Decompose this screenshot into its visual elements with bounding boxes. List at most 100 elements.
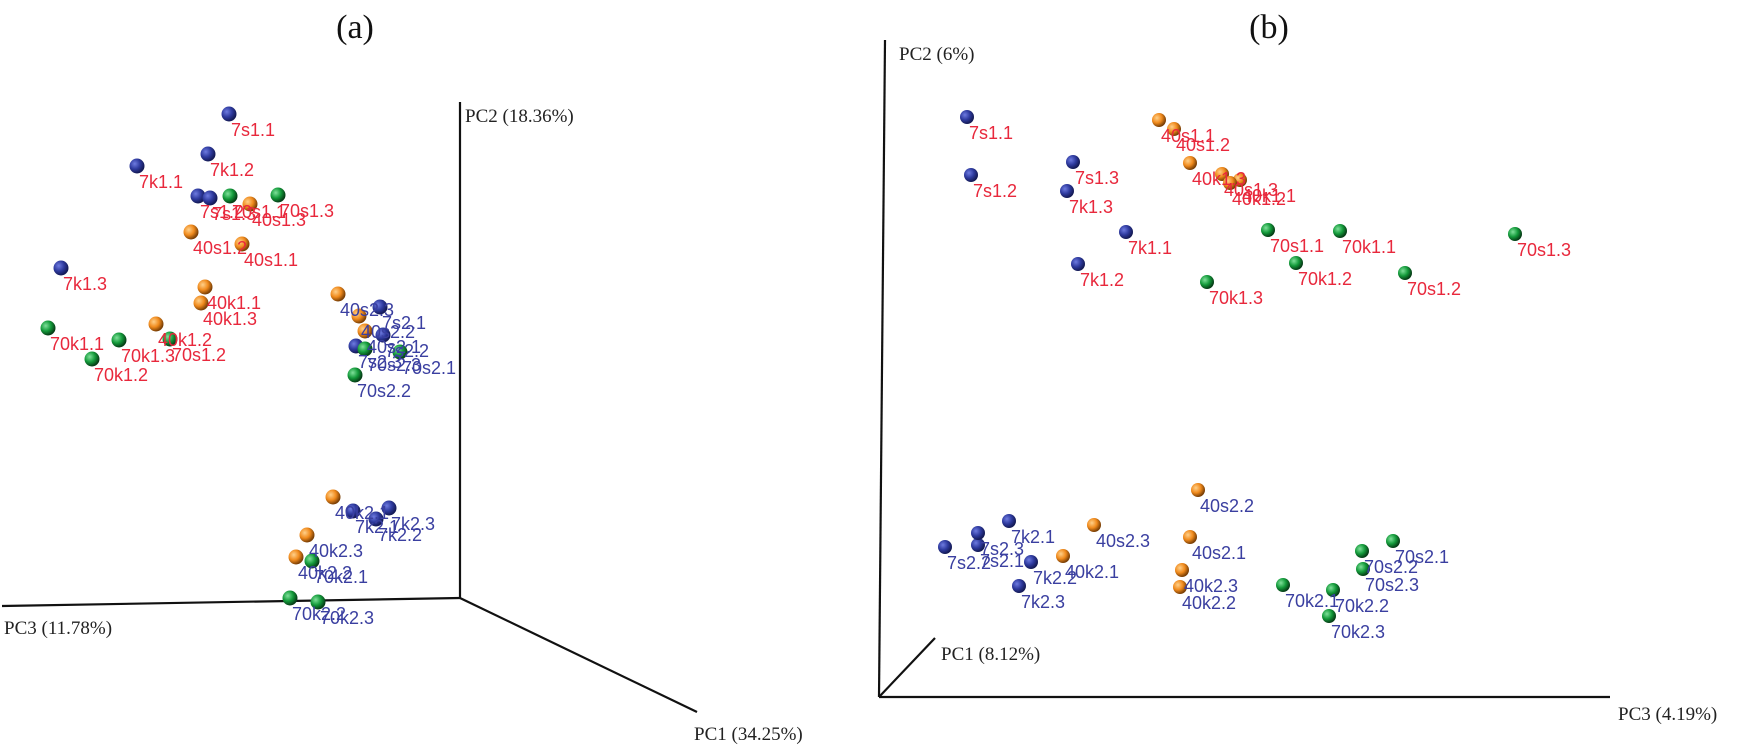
point-label-7k2-1: 7k2.1 — [1011, 527, 1055, 547]
point-marker-70k1-1 — [40, 320, 56, 336]
point-marker-7s2-3 — [971, 526, 985, 540]
point-marker-70k2-1 — [1276, 578, 1290, 592]
point-marker-7k2-1 — [345, 503, 361, 519]
point-marker-70k1-1 — [1333, 224, 1347, 238]
panel-a-points: 7s1.17k1.27k1.17s1.27s1.370s1.140s1.370s… — [40, 106, 456, 628]
point-label-40s2-2: 40s2.2 — [1200, 496, 1254, 516]
point-marker-7k2-1 — [1002, 514, 1016, 528]
point-marker-70s2-2 — [1355, 544, 1369, 558]
point-marker-7k2-3 — [1012, 579, 1026, 593]
point-marker-7s1-1 — [960, 110, 974, 124]
point-label-40s2-2: 40s2.2 — [361, 322, 415, 342]
point-label-7s1-3: 7s1.3 — [1075, 168, 1119, 188]
panel-b-pc1-label: PC1 (8.12%) — [941, 644, 1040, 665]
point-marker-7s1-2 — [964, 168, 978, 182]
point-marker-40s2-3 — [1087, 518, 1101, 532]
point-marker-40s1-2 — [1167, 122, 1181, 136]
point-marker-7s2-1 — [971, 538, 985, 552]
point-label-40k1-2: 40k1.2 — [1232, 189, 1286, 209]
point-marker-40s2-3 — [330, 286, 346, 302]
point-label-40s1-1: 40s1.1 — [1161, 126, 1215, 146]
point-marker-40s1-3 — [1215, 167, 1229, 181]
point-marker-70k1-3 — [111, 332, 127, 348]
point-label-70k1-1: 70k1.1 — [50, 334, 104, 354]
point-label-40k2-2: 40k2.2 — [298, 563, 352, 583]
point-marker-70s1-3 — [270, 187, 286, 203]
panel-a-pc1-label: PC1 (34.25%) — [694, 724, 803, 745]
point-label-70k2-1: 70k2.1 — [1285, 591, 1339, 611]
point-label-7s2-2: 7s2.2 — [385, 341, 429, 361]
point-marker-40s1-3 — [242, 196, 258, 212]
point-marker-40s2-2 — [1191, 483, 1205, 497]
point-label-40k1-1: 40k1.1 — [1242, 186, 1296, 206]
point-marker-70s2-2 — [347, 367, 363, 383]
point-label-70k2-1: 70k2.1 — [314, 567, 368, 587]
point-label-40s2-3: 40s2.3 — [1096, 531, 1150, 551]
point-marker-40s1-1 — [1152, 113, 1166, 127]
point-marker-70s1-1 — [1261, 223, 1275, 237]
point-label-70s1-3: 70s1.3 — [280, 201, 334, 221]
point-label-40s1-2: 40s1.2 — [1176, 135, 1230, 155]
point-label-70s2-1: 70s2.1 — [402, 358, 456, 378]
point-marker-40k1-3 — [1183, 156, 1197, 170]
point-label-7k2-2: 7k2.2 — [1033, 568, 1077, 588]
point-label-7k1-2: 7k1.2 — [210, 160, 254, 180]
point-label-40k2-1: 40k2.1 — [1065, 562, 1119, 582]
point-label-40k2-3: 40k2.3 — [309, 541, 363, 561]
point-label-70k1-3: 70k1.3 — [121, 346, 175, 366]
point-label-70k2-2: 70k2.2 — [1335, 596, 1389, 616]
point-label-70s1-3: 70s1.3 — [1517, 240, 1571, 260]
point-marker-70k2-3 — [310, 594, 326, 610]
point-marker-70k2-3 — [1322, 609, 1336, 623]
point-label-40k1-3: 40k1.3 — [203, 309, 257, 329]
point-marker-40k2-2 — [288, 549, 304, 565]
point-label-70k2-3: 70k2.3 — [320, 608, 374, 628]
panel-b-pc2-axis — [877, 39, 887, 698]
point-label-70s2-3: 70s2.3 — [367, 355, 421, 375]
point-marker-7k1-1 — [1119, 225, 1133, 239]
point-label-40k1-1: 40k1.1 — [207, 293, 261, 313]
point-marker-40k1-2 — [148, 316, 164, 332]
point-marker-70s2-1 — [1386, 534, 1400, 548]
point-label-70s2-2: 70s2.2 — [357, 381, 411, 401]
point-label-7k2-3: 7k2.3 — [1021, 592, 1065, 612]
point-label-40s1-3: 40s1.3 — [252, 210, 306, 230]
point-marker-70s2-1 — [392, 344, 408, 360]
panel-a-pc2-label: PC2 (18.36%) — [465, 106, 574, 127]
panel-b-title: (b) — [1249, 9, 1289, 46]
point-marker-40k2-1 — [325, 489, 341, 505]
point-label-70s1-2: 70s1.2 — [172, 345, 226, 365]
point-label-7s2-1: 7s2.1 — [980, 551, 1024, 571]
point-marker-70k1-2 — [1289, 256, 1303, 270]
point-label-7k2-2: 7k2.2 — [378, 525, 422, 545]
panel-a: (a) PC2 (18.36%) PC3 (11.78%) PC1 (34.25… — [1, 9, 803, 745]
point-marker-70s1-2 — [1398, 266, 1412, 280]
point-label-70s2-3: 70s2.3 — [1365, 575, 1419, 595]
point-label-7s2-3: 7s2.3 — [980, 539, 1024, 559]
point-label-70s1-1: 70s1.1 — [1270, 236, 1324, 256]
point-label-7s2-1: 7s2.1 — [382, 313, 426, 333]
point-label-7s1-3: 7s1.3 — [212, 204, 256, 224]
point-marker-70k2-2 — [1326, 583, 1340, 597]
point-label-40s1-2: 40s1.2 — [193, 238, 247, 258]
point-label-40k1-2: 40k1.2 — [158, 330, 212, 350]
point-label-40s2-3: 40s2.3 — [340, 300, 394, 320]
point-marker-7s2-2 — [938, 540, 952, 554]
point-marker-70k2-1 — [304, 553, 320, 569]
point-label-40k2-2: 40k2.2 — [1182, 593, 1236, 613]
point-label-7k1-3: 7k1.3 — [63, 274, 107, 294]
point-marker-40k2-3 — [299, 527, 315, 543]
point-marker-70s2-3 — [357, 341, 373, 357]
panel-b-pc2-label: PC2 (6%) — [899, 44, 974, 65]
point-marker-40k2-2 — [1173, 580, 1187, 594]
point-marker-7k1-1 — [129, 158, 145, 174]
point-marker-7k1-3 — [1060, 184, 1074, 198]
point-marker-7s2-1 — [372, 299, 388, 315]
point-marker-70k1-3 — [1200, 275, 1214, 289]
point-marker-70s1-1 — [222, 188, 238, 204]
point-label-7s1-2: 7s1.2 — [200, 202, 244, 222]
point-marker-70s1-3 — [1508, 227, 1522, 241]
point-label-70k1-3: 70k1.3 — [1209, 288, 1263, 308]
